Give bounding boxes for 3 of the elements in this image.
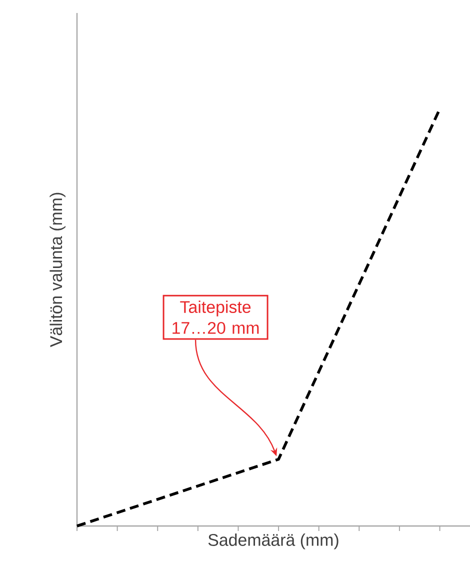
y-axis-title: Välitön valunta (mm) — [50, 192, 66, 348]
annotation: Taitepiste 17…20 mm — [172, 300, 259, 334]
x-axis-title: Sademäärä (mm) — [208, 534, 338, 550]
